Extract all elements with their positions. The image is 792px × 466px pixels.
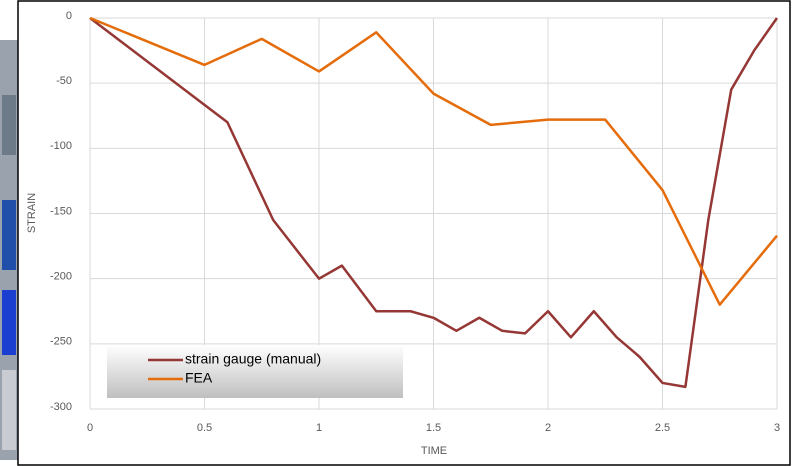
- x-tick-label: 2: [545, 422, 551, 434]
- x-tick-label: 3: [774, 422, 780, 434]
- x-tick-label: 0.5: [197, 422, 212, 434]
- background-window: [0, 40, 18, 460]
- legend-label: FEA: [185, 370, 213, 386]
- y-tick-label: -300: [50, 401, 72, 413]
- x-tick-label: 1.5: [426, 422, 441, 434]
- x-tick-label: 0: [87, 422, 93, 434]
- grid: 0 -50 -100 -150 -200 -250 -300 0 0.5 1 1.5 2 2.5 3: [50, 10, 780, 434]
- y-tick-label: -200: [50, 271, 72, 283]
- series-line: [89, 16, 778, 306]
- x-axis-label: TIME: [421, 445, 447, 457]
- y-tick-label: -100: [50, 140, 72, 152]
- y-axis-label: STRAIN: [26, 193, 38, 233]
- x-tick-label: 2.5: [655, 422, 670, 434]
- y-tick-label: -50: [56, 75, 72, 87]
- legend-label: strain gauge (manual): [185, 351, 321, 367]
- series-line: [89, 17, 779, 389]
- y-tick-label: -150: [50, 205, 72, 217]
- legend-box: [107, 345, 403, 398]
- x-tick-label: 1: [316, 422, 322, 434]
- plot: [89, 16, 779, 389]
- y-tick-label: 0: [66, 10, 72, 22]
- legend: strain gauge (manual) FEA: [107, 345, 403, 398]
- y-tick-label: -250: [50, 336, 72, 348]
